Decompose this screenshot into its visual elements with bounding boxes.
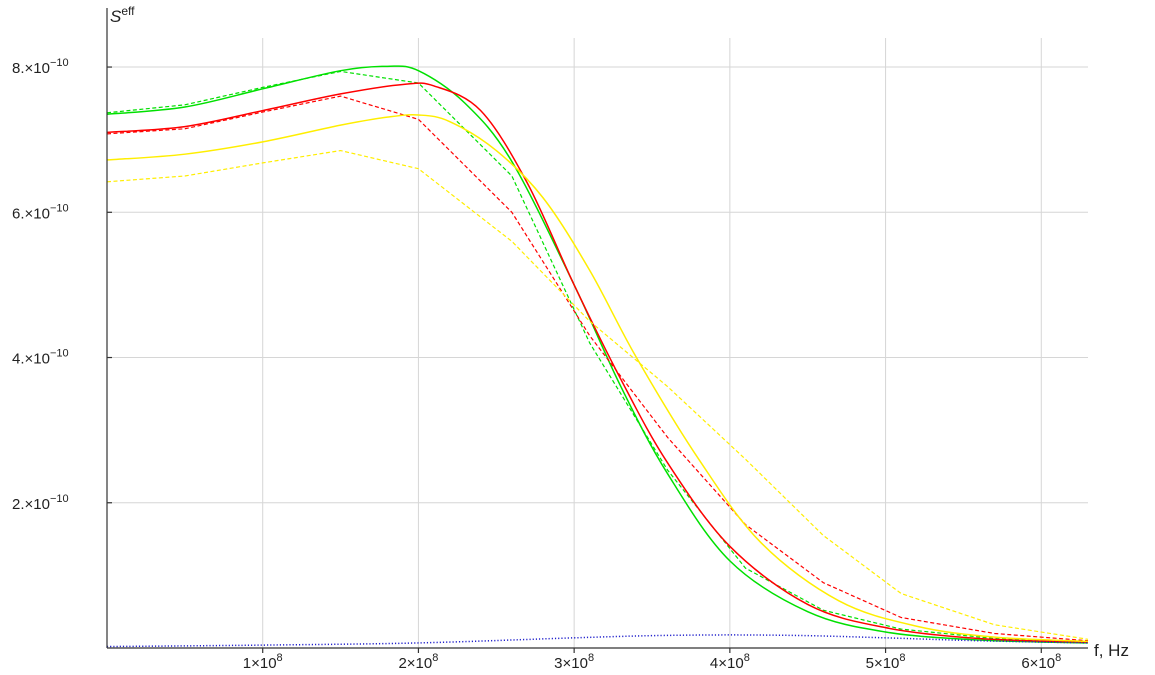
y-tick-label: 4.×10−10 [12,348,69,368]
y-tick-mantissa: 2. [12,496,25,513]
x-tick-times: ×10 [874,655,899,672]
x-tick-exponent: 8 [744,652,750,664]
series-line-2 [106,70,1089,643]
y-tick-exponent: −10 [50,202,69,214]
series-line-7 [106,634,1089,648]
y-tick-label: 6.×10−10 [12,202,69,222]
y-tick-times: ×10 [25,60,50,77]
tick-labels: 1×108 2×108 3×108 4×108 5×108 6×1082.×10−104.… [12,57,1061,672]
x-tick-mantissa: 3 [554,655,562,672]
x-tick-label: 5×108 [866,652,906,672]
y-tick-mantissa: 8. [12,60,25,77]
y-tick-mantissa: 6. [12,205,25,222]
x-tick-mantissa: 5 [866,655,874,672]
x-tick-exponent: 8 [277,652,283,664]
series-line-1 [106,65,1089,644]
x-tick-exponent: 8 [899,652,905,664]
x-tick-exponent: 8 [588,652,594,664]
y-tick-exponent: −10 [50,57,69,69]
x-tick-mantissa: 4 [710,655,718,672]
series-line-6 [106,149,1089,640]
x-tick-times: ×10 [1030,655,1055,672]
x-tick-label: 6×108 [1021,652,1061,672]
grid-lines [107,38,1088,648]
y-tick-exponent: −10 [50,348,69,360]
x-tick-times: ×10 [718,655,743,672]
x-tick-label: 2×108 [398,652,438,672]
y-tick-label: 2.×10−10 [12,493,69,513]
y-tick-exponent: −10 [50,493,69,505]
series-lines [106,65,1089,648]
y-tick-times: ×10 [25,351,50,368]
x-tick-label: 3×108 [554,652,594,672]
x-tick-times: ×10 [407,655,432,672]
y-axis-title-sup: eff [121,4,135,18]
x-tick-times: ×10 [251,655,276,672]
x-axis-title: f, Hz [1094,641,1129,660]
series-line-5 [106,114,1089,643]
x-tick-exponent: 8 [1055,652,1061,664]
y-axis-title: Seff [110,4,135,26]
series-line-3 [106,82,1089,643]
x-tick-mantissa: 2 [398,655,406,672]
y-tick-label: 8.×10−10 [12,57,69,77]
y-axis-title-base: S [110,7,122,26]
y-tick-times: ×10 [25,496,50,513]
x-tick-label: 4×108 [710,652,750,672]
y-tick-times: ×10 [25,205,50,222]
x-tick-exponent: 8 [432,652,438,664]
y-tick-mantissa: 4. [12,351,25,368]
x-tick-mantissa: 6 [1021,655,1029,672]
x-tick-times: ×10 [563,655,588,672]
x-tick-label: 1×108 [243,652,283,672]
x-tick-mantissa: 1 [243,655,251,672]
series-line-4 [106,95,1089,642]
